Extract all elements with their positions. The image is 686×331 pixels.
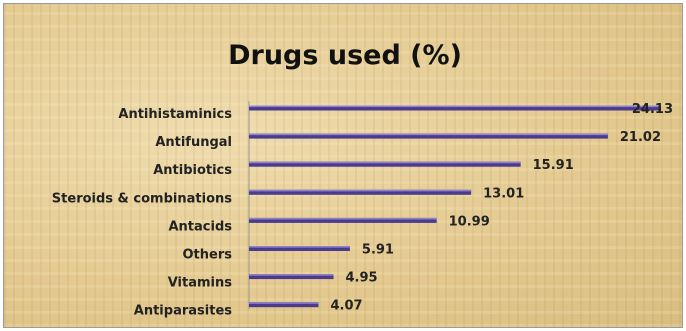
chart-title: Drugs used (%) — [228, 40, 462, 71]
bar-highlight — [249, 246, 350, 248]
bar-highlight — [249, 134, 608, 136]
bar-highlight — [249, 162, 521, 164]
category-label: Steroids & combinations — [52, 191, 232, 206]
category-label: Antibiotics — [153, 163, 232, 178]
category-label: Vitamins — [168, 276, 233, 291]
value-label: 24.13 — [632, 102, 673, 117]
bar-chart: Drugs used (%) Antihistaminics 24.13 Antif… — [4, 4, 682, 327]
category-label: Antihistaminics — [118, 107, 232, 122]
category-label: Others — [183, 248, 233, 263]
value-label: 4.95 — [346, 271, 378, 286]
value-label: 15.91 — [533, 158, 574, 173]
bar-highlight — [249, 106, 661, 108]
value-label: 5.91 — [362, 243, 394, 258]
value-label: 21.02 — [620, 130, 661, 145]
category-label: Antiparasites — [134, 304, 232, 319]
value-label: 10.99 — [449, 214, 490, 229]
value-label: 13.01 — [483, 186, 524, 201]
bar-highlight — [249, 190, 471, 192]
value-label: 4.07 — [330, 299, 362, 314]
bar-highlight — [249, 274, 334, 276]
chart-panel: Drugs used (%) Antihistaminics 24.13 Antif… — [3, 3, 683, 328]
bar-highlight — [249, 302, 318, 304]
bar-highlight — [249, 218, 437, 220]
category-label: Antifungal — [155, 135, 232, 150]
category-label: Antacids — [168, 219, 232, 234]
